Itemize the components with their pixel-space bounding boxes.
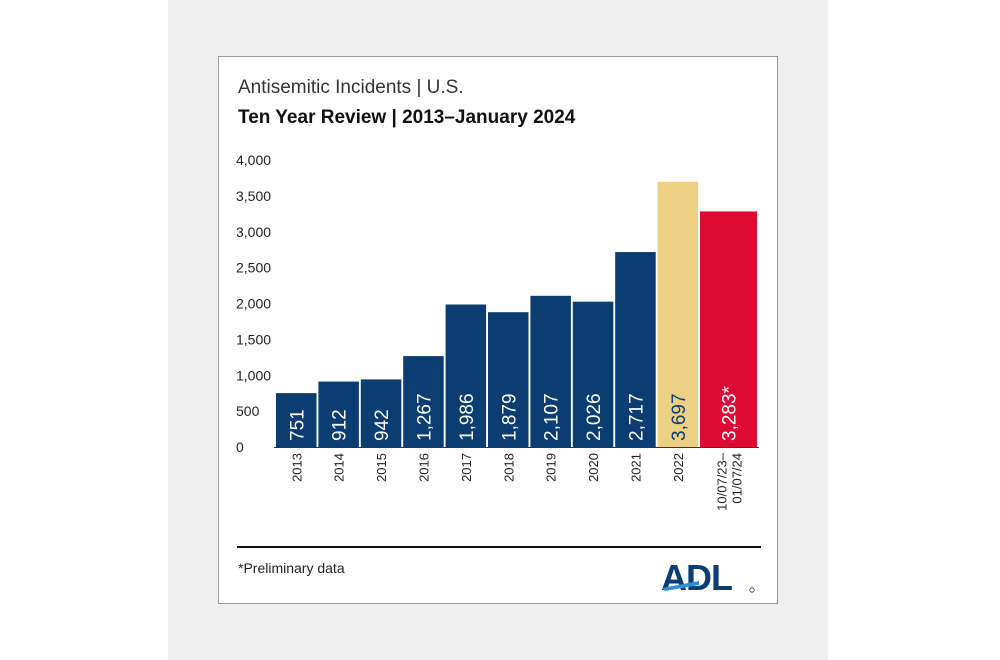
y-tick-label: 1,000 <box>236 367 271 383</box>
adl-logo-text: ADL <box>661 557 732 597</box>
x-tick-label: 2015 <box>374 453 389 482</box>
bar <box>360 379 402 447</box>
x-tick-label: 2014 <box>332 453 347 482</box>
bar-value-label: 2,026 <box>584 393 605 441</box>
bar-value-label: 942 <box>372 409 393 441</box>
preliminary-footnote: *Preliminary data <box>238 560 345 576</box>
bar <box>318 381 359 447</box>
x-tick-label: 2013 <box>289 453 304 482</box>
footer-divider <box>237 546 761 548</box>
y-tick-label: 3,000 <box>236 224 271 240</box>
bar <box>403 356 444 447</box>
bar <box>445 304 487 447</box>
bar <box>530 295 571 447</box>
y-tick-label: 1,500 <box>236 331 271 347</box>
chart-subtitle: Ten Year Review | 2013–January 2024 <box>238 107 576 128</box>
bar-value-label: 3,283* <box>720 385 741 441</box>
bar-value-label: 912 <box>330 409 351 441</box>
bar <box>572 301 614 447</box>
bar <box>615 252 656 447</box>
y-tick-label: 2,500 <box>236 260 271 276</box>
bar-value-label: 1,879 <box>499 393 520 441</box>
y-tick-label: 500 <box>236 403 260 419</box>
registered-mark <box>749 587 755 593</box>
bar <box>488 312 529 447</box>
bar-value-label: 3,697 <box>669 393 690 441</box>
y-tick-label: 2,000 <box>236 296 271 312</box>
bar <box>657 181 699 448</box>
y-tick-label: 4,000 <box>236 152 271 168</box>
adl-logo: ADL <box>661 557 755 597</box>
chart-card: Antisemitic Incidents | U.S. Ten Year Re… <box>218 56 778 604</box>
x-axis: 2013 2014 2015 2016 2017 2018 2019 2020 2021 2022… <box>289 452 744 511</box>
bar-value-label: 2,717 <box>626 393 647 441</box>
bar-value-label: 2,107 <box>542 393 563 441</box>
bar <box>700 211 757 447</box>
bar-chart: 05001,0001,5002,0002,5003,0003,5004,000 … <box>236 152 759 511</box>
y-tick-label: 0 <box>236 439 244 455</box>
bar-value-label: 1,986 <box>457 393 478 441</box>
bar-series: 751 912 942 1,267 1,986 1,879 2,107 2,026 2,717 3… <box>276 181 757 448</box>
bar <box>276 393 317 447</box>
chart-title: Antisemitic Incidents | U.S. <box>238 77 464 98</box>
adl-logo-swoosh <box>662 581 699 591</box>
x-tick-label: 2019 <box>544 453 559 482</box>
x-tick-label: 2016 <box>416 453 431 482</box>
x-tick-label: 2022 <box>671 453 686 482</box>
x-tick-label: 2020 <box>586 453 601 482</box>
y-axis: 0 500 1,000 1,500 2,000 2,500 3,000 3,500 4,000 <box>236 152 271 455</box>
y-tick-label: 3,500 <box>236 188 271 204</box>
bar-value-label: 1,267 <box>414 393 435 441</box>
x-tick-label: 2021 <box>628 453 643 482</box>
bar-value-label: 751 <box>287 409 308 441</box>
x-tick-label: 10/07/23–01/07/24 <box>715 452 745 511</box>
x-tick-label: 2018 <box>501 453 516 482</box>
x-tick-label: 2017 <box>459 453 474 482</box>
